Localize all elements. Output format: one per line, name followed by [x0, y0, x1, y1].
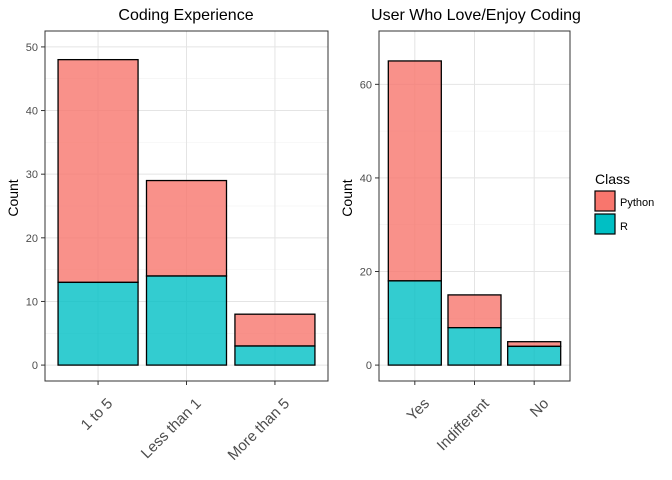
bar-r-1 — [447, 327, 502, 366]
y-tick-label: 60 — [360, 79, 372, 91]
x-tick-label: 1 to 5 — [78, 395, 117, 434]
y-tick-label: 10 — [26, 296, 38, 308]
legend-title: Class — [595, 171, 630, 187]
bar-python-2 — [507, 341, 562, 348]
chart-panel-coding-experience: Coding Experience Count 0 10 20 30 40 50 1 to … — [5, 7, 329, 464]
bar-r-1 — [145, 275, 228, 366]
chart-title: User Who Love/Enjoy Coding — [371, 7, 581, 24]
legend-swatch-python — [594, 190, 616, 212]
x-tick-label: More than 5 — [225, 395, 294, 464]
bar-r-2 — [234, 345, 316, 366]
legend-item-python: Python — [594, 190, 654, 212]
x-tick-label: Less than 1 — [138, 395, 205, 462]
bar-r-2 — [507, 345, 562, 366]
y-tick-label: 40 — [360, 173, 372, 185]
y-tick-label: 20 — [360, 267, 372, 279]
bar-r-0 — [57, 281, 139, 366]
y-tick-label: 0 — [32, 360, 38, 372]
legend-swatch-r — [594, 213, 616, 235]
chart-panel-love-coding: User Who Love/Enjoy Coding Count 0 20 40 60… — [339, 7, 581, 454]
y-axis-label: Count — [5, 179, 21, 216]
bar-python-0 — [387, 60, 442, 282]
x-tick-label: Yes — [404, 395, 433, 424]
legend-item-r: R — [594, 213, 628, 235]
y-tick-label: 0 — [366, 360, 372, 372]
bar-python-2 — [234, 313, 316, 347]
legend: Class Python R — [594, 171, 654, 235]
y-tick-label: 50 — [26, 42, 38, 54]
y-tick-label: 40 — [26, 106, 38, 118]
bar-python-0 — [57, 58, 139, 284]
legend-label-r: R — [620, 221, 628, 233]
bar-python-1 — [447, 294, 502, 329]
x-tick-label: Indifferent — [434, 395, 494, 455]
x-tick-label: No — [527, 395, 553, 421]
y-tick-label: 20 — [26, 233, 38, 245]
y-axis-label: Count — [339, 179, 355, 216]
y-tick-label: 30 — [26, 169, 38, 181]
chart-title: Coding Experience — [118, 7, 253, 24]
legend-label-python: Python — [620, 197, 654, 209]
bar-python-1 — [145, 179, 228, 277]
bar-r-0 — [387, 280, 442, 366]
